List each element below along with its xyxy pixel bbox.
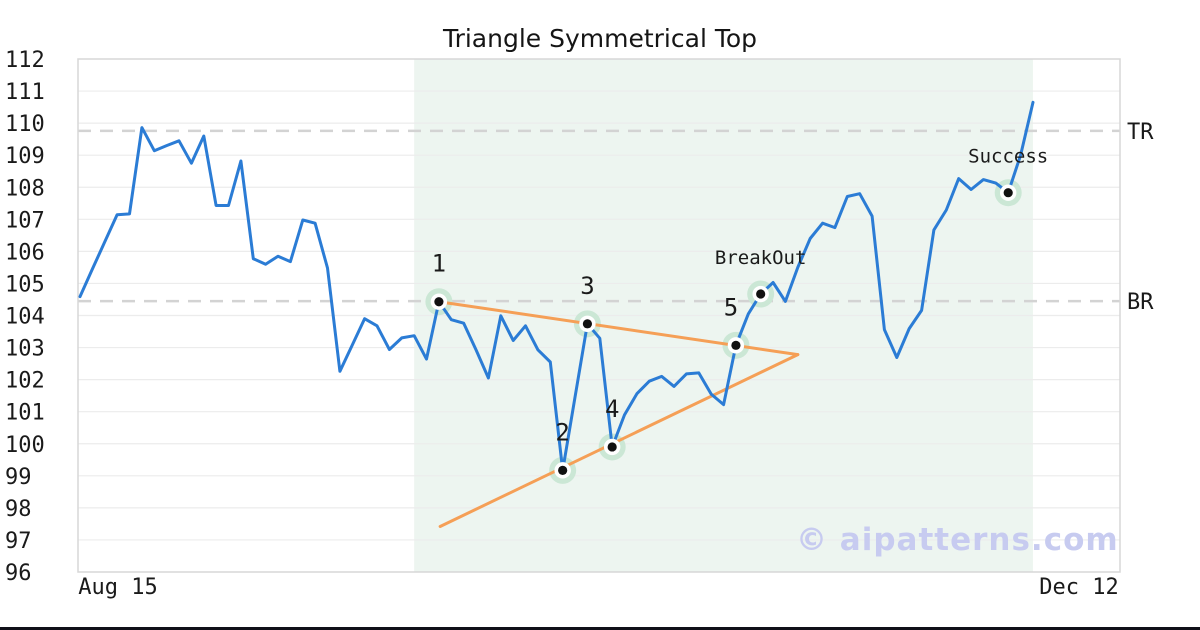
y-tick-label: 106 <box>5 240 45 265</box>
chart-title: Triangle Symmetrical Top <box>442 24 758 53</box>
trendline-lower <box>438 353 800 528</box>
y-tick-label: 104 <box>5 305 45 330</box>
y-tick-label: 110 <box>5 112 45 137</box>
y-tick-label: 111 <box>5 80 45 105</box>
y-tick-label: 108 <box>5 176 45 201</box>
marker-dot-1 <box>434 297 444 307</box>
y-tick-label: 103 <box>5 337 45 362</box>
plot-frame <box>77 58 1121 573</box>
y-tick-label: 107 <box>5 208 45 233</box>
marker-dot-breakout <box>756 289 766 299</box>
y-tick-label: 109 <box>5 144 45 169</box>
level-label-br: BR <box>1127 290 1154 315</box>
footer-bar <box>0 627 1200 630</box>
marker-dot-2 <box>558 465 568 475</box>
y-tick-label: 101 <box>5 401 45 426</box>
annotation-label-4: 4 <box>605 395 619 423</box>
annotation-label-5: 5 <box>724 293 738 321</box>
annotation-label-1: 1 <box>432 250 446 278</box>
marker-dot-3 <box>582 319 593 329</box>
y-tick-label: 96 <box>5 561 32 586</box>
y-tick-label: 100 <box>5 433 45 458</box>
annotation-label-success: Success <box>968 146 1048 168</box>
level-label-tr: TR <box>1127 120 1154 145</box>
y-tick-label: 98 <box>5 497 32 522</box>
marker-dot-success <box>1003 188 1013 198</box>
annotation-label-2: 2 <box>555 418 569 446</box>
annotation-label-breakout: BreakOut <box>715 247 807 269</box>
marker-dot-4 <box>607 442 617 452</box>
y-tick-label: 105 <box>5 272 45 297</box>
price-line <box>78 100 1035 472</box>
watermark-text: © aipatterns.com <box>796 522 1119 558</box>
x-tick-label-start: Aug 15 <box>78 575 157 600</box>
x-tick-label-end: Dec 12 <box>1039 575 1118 600</box>
y-tick-label: 99 <box>5 465 32 490</box>
y-tick-label: 102 <box>5 369 45 394</box>
marker-dot-5 <box>731 340 741 350</box>
annotation-label-3: 3 <box>580 272 594 300</box>
y-tick-label: 97 <box>5 529 32 554</box>
y-tick-label: 112 <box>5 48 45 73</box>
